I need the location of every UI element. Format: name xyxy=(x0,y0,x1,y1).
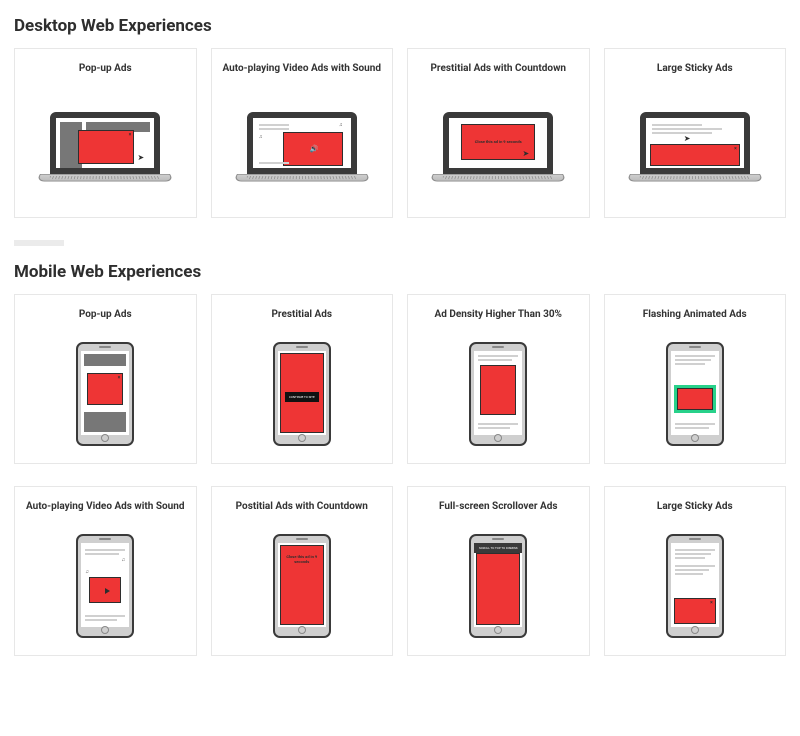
close-icon: × xyxy=(118,375,121,381)
mobile-card-autoplay: Auto-playing Video Ads with Sound ♫ ♫ xyxy=(14,486,197,656)
mobile-card-density: Ad Density Higher Than 30% xyxy=(407,294,590,464)
card-label: Pop-up Ads xyxy=(79,309,132,333)
phone-illustration: × xyxy=(611,525,780,647)
card-label: Prestitial Ads xyxy=(271,309,332,333)
cursor-icon: ➤ xyxy=(523,149,530,158)
mobile-card-scrollover: Full-screen Scrollover Ads SCROLL TO TOP… xyxy=(407,486,590,656)
card-label: Auto-playing Video Ads with Sound xyxy=(222,63,381,87)
play-icon xyxy=(105,588,110,594)
laptop-illustration: ♫ ♫ 🔊 xyxy=(218,87,387,209)
music-note-icon: ♫ xyxy=(339,122,343,128)
card-label: Prestitial Ads with Countdown xyxy=(430,63,566,87)
countdown-text: Close this ad in 9 seconds xyxy=(462,139,534,144)
laptop-illustration: × ➤ xyxy=(21,87,190,209)
card-label: Postitial Ads with Countdown xyxy=(236,501,368,525)
mobile-card-prestitial: Prestitial Ads CONTINUE TO SITE xyxy=(211,294,394,464)
desktop-card-sticky: Large Sticky Ads ➤ × xyxy=(604,48,787,218)
desktop-card-prestitial: Prestitial Ads with Countdown Close this… xyxy=(407,48,590,218)
desktop-section-title: Desktop Web Experiences xyxy=(14,16,786,36)
mobile-card-postitial: Postitial Ads with Countdown Close this … xyxy=(211,486,394,656)
mobile-card-flashing: Flashing Animated Ads xyxy=(604,294,787,464)
card-label: Large Sticky Ads xyxy=(657,501,733,525)
laptop-illustration: Close this ad in 9 seconds ➤ xyxy=(414,87,583,209)
phone-illustration: SCROLL TO TOP TO DISMISS xyxy=(414,525,583,647)
card-label: Auto-playing Video Ads with Sound xyxy=(26,501,185,525)
close-icon: × xyxy=(734,146,737,152)
close-icon: × xyxy=(710,600,713,606)
music-note-icon: ♫ xyxy=(85,569,89,575)
card-label: Flashing Animated Ads xyxy=(643,309,747,333)
section-divider xyxy=(14,240,64,246)
phone-illustration: × xyxy=(21,333,190,455)
countdown-text: Close this ad in 9 seconds xyxy=(281,554,323,564)
speaker-icon: 🔊 xyxy=(310,145,319,153)
mobile-card-sticky: Large Sticky Ads × xyxy=(604,486,787,656)
phone-illustration xyxy=(611,333,780,455)
phone-illustration: CONTINUE TO SITE xyxy=(218,333,387,455)
cursor-icon: ➤ xyxy=(684,134,691,143)
close-icon: × xyxy=(129,132,132,138)
card-label: Pop-up Ads xyxy=(79,63,132,87)
desktop-card-popup: Pop-up Ads × ➤ xyxy=(14,48,197,218)
phone-illustration: Close this ad in 9 seconds xyxy=(218,525,387,647)
phone-illustration: ♫ ♫ xyxy=(21,525,190,647)
scroll-header: SCROLL TO TOP TO DISMISS xyxy=(474,543,522,553)
desktop-card-autoplay: Auto-playing Video Ads with Sound ♫ ♫ 🔊 xyxy=(211,48,394,218)
continue-button: CONTINUE TO SITE xyxy=(285,392,319,402)
music-note-icon: ♫ xyxy=(259,134,263,140)
card-label: Large Sticky Ads xyxy=(657,63,733,87)
mobile-section-title: Mobile Web Experiences xyxy=(14,262,786,282)
phone-illustration xyxy=(414,333,583,455)
laptop-illustration: ➤ × xyxy=(611,87,780,209)
card-label: Ad Density Higher Than 30% xyxy=(435,309,562,333)
mobile-grid-row2: Auto-playing Video Ads with Sound ♫ ♫ Po… xyxy=(14,486,786,656)
cursor-icon: ➤ xyxy=(138,153,145,162)
music-note-icon: ♫ xyxy=(122,557,126,563)
desktop-grid: Pop-up Ads × ➤ Auto-playing Video Ads wi… xyxy=(14,48,786,218)
mobile-grid-row1: Pop-up Ads × Prestitial Ads CONTINUE TO … xyxy=(14,294,786,464)
card-label: Full-screen Scrollover Ads xyxy=(439,501,557,525)
mobile-card-popup: Pop-up Ads × xyxy=(14,294,197,464)
